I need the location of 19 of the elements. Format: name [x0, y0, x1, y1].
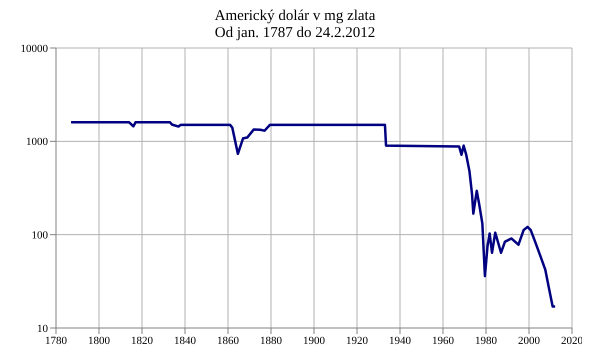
y-tick-label: 10000 [20, 42, 48, 55]
y-tick-label: 1000 [26, 136, 48, 148]
x-tick-label: 1980 [475, 334, 498, 347]
x-tick-label: 1840 [174, 334, 196, 347]
y-tick-label: 100 [32, 230, 48, 242]
x-tick-label: 1860 [217, 334, 240, 347]
x-tick-label: 1820 [131, 334, 154, 347]
x-tick-label: 1780 [45, 334, 68, 347]
x-tick-label: 1920 [346, 334, 368, 347]
x-tick-label: 1940 [389, 334, 412, 347]
x-tick-label: 1900 [303, 334, 326, 347]
x-tick-label: 1800 [88, 334, 110, 347]
chart-subtitle: Od jan. 1787 do 24.2.2012 [214, 25, 376, 42]
x-tick-label: 1880 [260, 334, 282, 347]
chart-title: Americký dolár v mg zlata [214, 8, 376, 25]
y-tick-label: 10 [37, 322, 48, 335]
line-series [70, 121, 556, 308]
x-tick-label: 1960 [432, 334, 454, 347]
x-tick-label: 2000 [518, 334, 540, 347]
